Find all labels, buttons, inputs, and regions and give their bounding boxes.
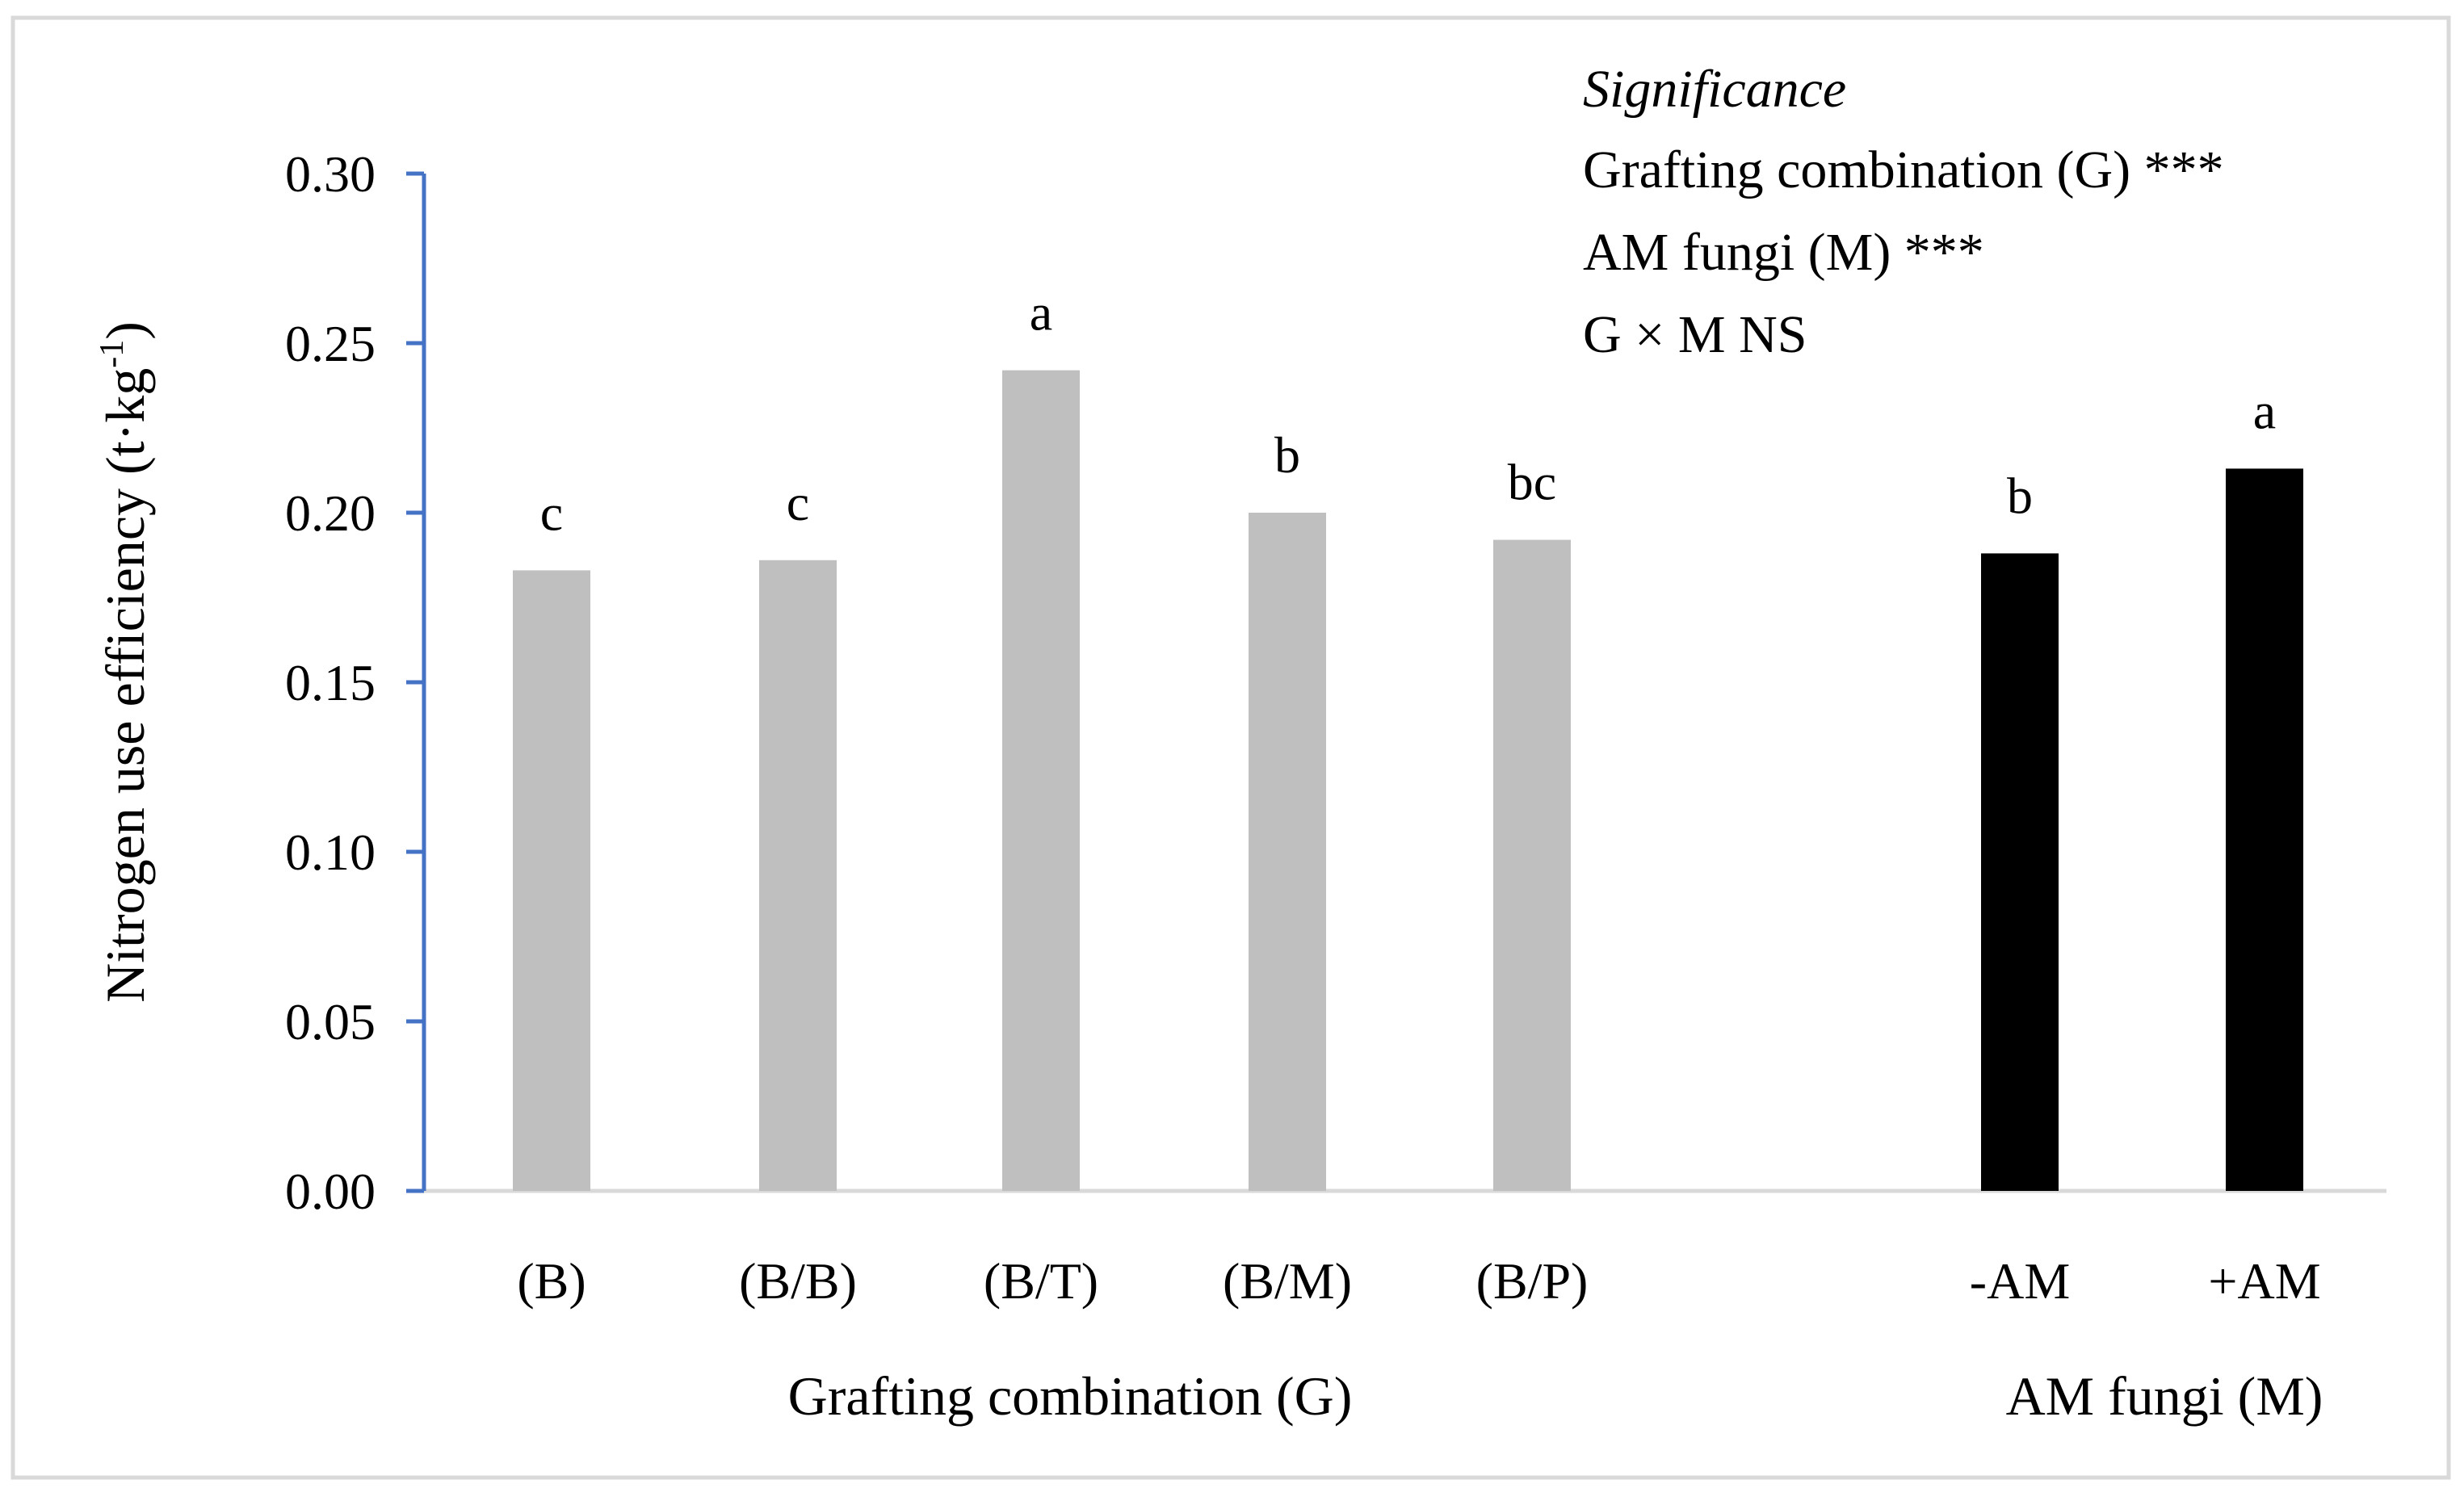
y-tick-label: 0.15 <box>285 654 376 711</box>
x-group-title-grafting: Grafting combination (G) <box>788 1365 1353 1427</box>
significance-line-grafting: Grafting combination (G) *** <box>1583 140 2224 199</box>
significance-title: Significance <box>1583 60 1846 119</box>
bar <box>1249 513 1326 1191</box>
bar <box>1981 553 2059 1191</box>
x-category-label: (B/M) <box>1223 1252 1352 1310</box>
y-axis-title: Nitrogen use efficiency (t·kg-1) <box>94 321 156 1003</box>
y-tick-label: 0.00 <box>285 1163 376 1220</box>
significance-letter: c <box>787 474 809 531</box>
y-tick-label: 0.20 <box>285 484 376 542</box>
x-category-label: (B) <box>517 1252 586 1310</box>
significance-letter: a <box>2253 382 2276 439</box>
significance-letter: a <box>1030 284 1052 342</box>
y-tick-label: 0.25 <box>285 315 376 372</box>
x-category-label: (B/P) <box>1476 1252 1589 1310</box>
y-tick-label: 0.05 <box>285 993 376 1050</box>
y-tick-label: 0.10 <box>285 824 376 881</box>
bar <box>759 560 837 1191</box>
significance-letter: b <box>2007 467 2033 524</box>
x-category-label: -AM <box>1970 1252 2070 1310</box>
y-axis-title-superscript: -1 <box>94 340 131 368</box>
x-category-label: (B/T) <box>984 1252 1098 1310</box>
significance-annotation: Significance Grafting combination (G) **… <box>1583 60 2224 364</box>
bar <box>2226 468 2303 1191</box>
x-category-label: (B/B) <box>739 1252 857 1310</box>
x-group-title-am-fungi: AM fungi (M) <box>2006 1365 2323 1427</box>
bar <box>513 570 590 1191</box>
bar <box>1493 539 1571 1191</box>
axis-layer: 0.00 0.05 0.10 0.15 0.20 0.25 0.30 <box>285 145 2386 1220</box>
y-axis-title-close: ) <box>94 321 156 340</box>
significance-line-interaction: G × M NS <box>1583 305 1807 364</box>
significance-letter: b <box>1274 426 1300 484</box>
x-category-label: +AM <box>2208 1252 2320 1310</box>
y-tick-label: 0.30 <box>285 145 376 203</box>
bar <box>1002 370 1080 1192</box>
bar-layer: c (B) c (B/B) a (B/T) b (B/M) bc (B/P) b -AM a +AM <box>513 284 2321 1310</box>
significance-letter: c <box>540 484 563 541</box>
significance-letter: bc <box>1508 454 1556 511</box>
y-axis-title-main: Nitrogen use efficiency (t·kg <box>94 368 156 1003</box>
significance-line-am-fungi: AM fungi (M) *** <box>1583 223 1984 282</box>
